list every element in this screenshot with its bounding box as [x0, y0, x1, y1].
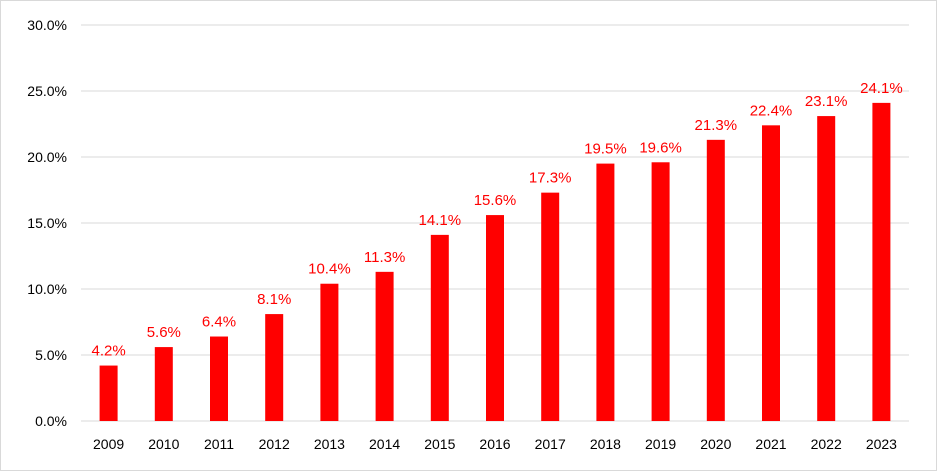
- data-label: 21.3%: [695, 117, 738, 134]
- x-tick-label: 2010: [148, 436, 179, 452]
- data-label: 10.4%: [308, 261, 351, 278]
- x-tick-label: 2017: [535, 436, 566, 452]
- data-label: 14.1%: [419, 212, 462, 229]
- data-label: 6.4%: [202, 314, 236, 331]
- data-label: 11.3%: [364, 249, 405, 266]
- bar: [320, 283, 339, 421]
- bar: [210, 336, 228, 421]
- bar: [154, 347, 173, 421]
- data-label: 4.2%: [91, 343, 125, 360]
- x-tick-label: 2013: [314, 436, 345, 452]
- data-label: 19.6%: [639, 139, 682, 156]
- x-axis-ticks: 2009 2010 2011 2012 2013 2014 2015 2016 2017 2018…: [93, 436, 897, 452]
- bar: [872, 102, 891, 421]
- data-label: 8.1%: [257, 291, 291, 308]
- bar: [265, 314, 284, 421]
- data-label: 23.1%: [805, 93, 848, 110]
- x-tick-label: 2021: [755, 436, 786, 452]
- data-label: 22.4%: [750, 102, 793, 119]
- y-tick-label: 25.0%: [27, 83, 67, 99]
- bar: [762, 125, 780, 421]
- y-tick-label: 20.0%: [27, 149, 67, 165]
- bar: [817, 116, 836, 421]
- x-tick-label: 2022: [811, 436, 842, 452]
- x-tick-label: 2016: [479, 436, 510, 452]
- x-tick-label: 2012: [259, 436, 290, 452]
- x-tick-label: 2014: [369, 436, 400, 452]
- bar: [99, 365, 118, 421]
- y-tick-label: 15.0%: [27, 215, 67, 231]
- x-tick-label: 2009: [93, 436, 124, 452]
- data-labels: 4.2% 5.6% 6.4% 8.1% 10.4% 11.3% 14.1% 15.6% 17.3…: [91, 80, 902, 360]
- y-tick-label: 30.0%: [27, 17, 67, 33]
- x-tick-label: 2023: [866, 436, 897, 452]
- data-label: 17.3%: [529, 170, 572, 187]
- data-label: 5.6%: [147, 324, 181, 341]
- x-tick-label: 2020: [700, 436, 731, 452]
- x-tick-label: 2011: [204, 436, 234, 452]
- bar: [596, 163, 615, 421]
- y-tick-label: 0.0%: [35, 413, 67, 429]
- x-tick-label: 2015: [424, 436, 455, 452]
- bar: [375, 271, 394, 421]
- data-label: 24.1%: [860, 80, 903, 97]
- y-tick-label: 10.0%: [27, 281, 67, 297]
- bar: [541, 192, 560, 421]
- bar: [430, 234, 449, 421]
- data-label: 19.5%: [584, 141, 627, 158]
- x-tick-label: 2019: [645, 436, 676, 452]
- x-tick-label: 2018: [590, 436, 621, 452]
- bar: [651, 162, 670, 421]
- y-axis-ticks: 0.0% 5.0% 10.0% 15.0% 20.0% 25.0% 30.0%: [27, 17, 67, 429]
- bar: [706, 139, 725, 421]
- bar: [486, 215, 504, 421]
- y-tick-label: 5.0%: [35, 347, 67, 363]
- data-label: 15.6%: [474, 192, 517, 209]
- bars: [99, 102, 891, 421]
